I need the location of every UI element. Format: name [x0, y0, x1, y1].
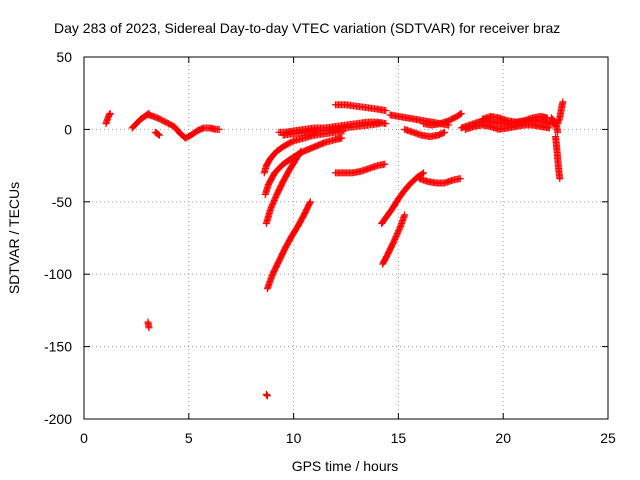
data-point	[554, 128, 562, 136]
x-tick-label: 25	[600, 430, 616, 446]
data-point	[441, 128, 449, 136]
data-point	[306, 198, 314, 206]
data-point	[338, 134, 346, 142]
data-point	[155, 131, 163, 139]
x-tick-label: 15	[391, 430, 407, 446]
x-tick-label: 0	[80, 430, 88, 446]
axes: 0 5 10 15 20 25 50 0 -50 -100 -150 -200	[44, 49, 616, 446]
data-point	[145, 324, 153, 332]
data-point	[381, 160, 389, 168]
plot-frame	[83, 56, 609, 420]
data-point	[215, 125, 223, 133]
x-axis-label: GPS time / hours	[292, 458, 399, 474]
data-points	[102, 98, 567, 400]
data-point	[297, 147, 305, 155]
y-tick-label: -150	[44, 339, 72, 355]
data-point	[556, 175, 564, 183]
data-point	[559, 98, 567, 106]
data-point	[106, 109, 114, 117]
y-axis-label: SDTVAR / TECUs	[6, 182, 22, 294]
data-point	[457, 109, 465, 117]
y-tick-label: 50	[56, 49, 72, 65]
data-point	[154, 130, 162, 138]
y-tick-label: -100	[44, 266, 72, 282]
x-tick-label: 20	[495, 430, 511, 446]
data-point	[401, 211, 409, 219]
data-point	[420, 169, 428, 177]
grid-lines	[84, 57, 608, 419]
chart-title: Day 283 of 2023, Sidereal Day-to-day VTE…	[54, 20, 560, 36]
data-point	[418, 170, 426, 178]
data-point	[456, 110, 464, 118]
data-point	[306, 199, 314, 207]
data-point	[545, 124, 553, 132]
data-point	[382, 120, 390, 128]
data-point	[296, 148, 304, 156]
x-tick-label: 10	[286, 430, 302, 446]
y-tick-label: 0	[64, 121, 72, 137]
y-tick-label: -50	[52, 194, 72, 210]
y-tick-label: -200	[44, 411, 72, 427]
data-point	[263, 392, 271, 400]
data-point	[376, 120, 384, 128]
data-point	[456, 175, 464, 183]
data-point	[382, 107, 390, 115]
x-tick-label: 5	[185, 430, 193, 446]
